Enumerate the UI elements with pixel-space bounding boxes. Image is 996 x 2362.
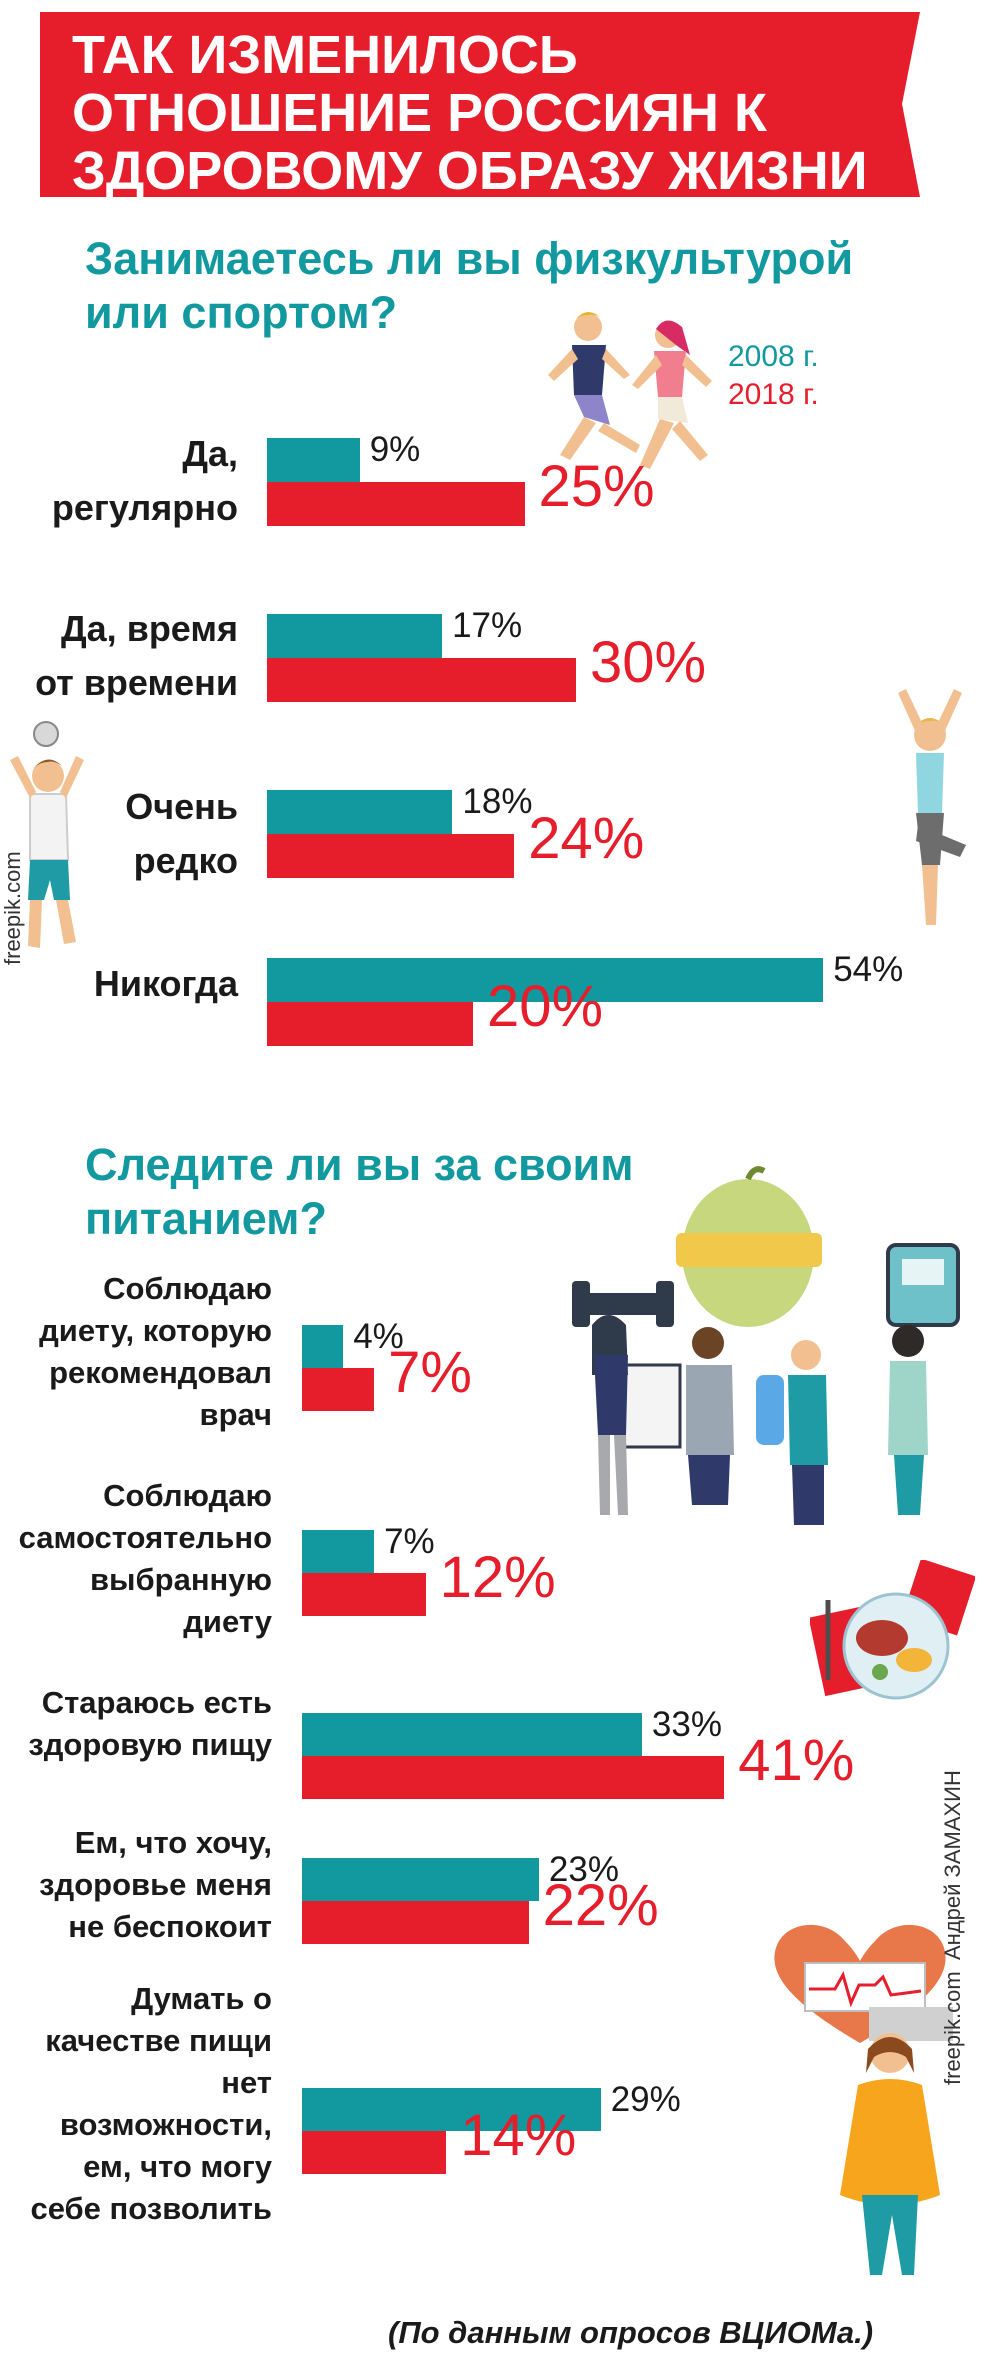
value-label-2018: 20% xyxy=(487,974,604,1039)
value-label-2018: 14% xyxy=(460,2103,577,2168)
category-label: Думать о качестве пищи нет возможности, … xyxy=(30,1981,272,2226)
value-label-2018: 24% xyxy=(528,806,645,871)
value-label-2018: 22% xyxy=(542,1873,659,1938)
value-label-2008: 4% xyxy=(353,1317,404,1356)
bar-2008 xyxy=(302,1530,375,1573)
value-label-2018: 30% xyxy=(590,630,707,695)
category-label: Да, время от времени xyxy=(35,608,238,703)
bar-2008 xyxy=(302,1858,539,1901)
value-label-2008: 9% xyxy=(369,430,421,469)
value-label-2008: 23% xyxy=(548,1850,619,1889)
author-credit: Андрей ЗАМАХИН xyxy=(940,1770,965,1960)
bar-2008 xyxy=(302,2088,601,2131)
people-group-illustration xyxy=(572,1166,960,1525)
bar-2018 xyxy=(302,1756,725,1799)
value-label-2018: 7% xyxy=(388,1340,472,1405)
category-label: Соблюдаю диету, которую рекомендовал вра… xyxy=(39,1271,272,1432)
value-label-2008: 18% xyxy=(462,782,533,821)
bar-2008 xyxy=(302,1325,344,1368)
bar-2008 xyxy=(267,790,453,834)
runners-illustration xyxy=(548,312,712,469)
value-label-2008: 7% xyxy=(384,1522,435,1561)
legend-2008: 2008 г. xyxy=(728,340,819,373)
category-label: Да, регулярно xyxy=(51,433,238,528)
category-label: Соблюдаю самостоятельно выбранную диету xyxy=(18,1478,272,1639)
value-label-2008: 17% xyxy=(452,606,523,645)
legend-2018: 2018 г. xyxy=(728,378,819,411)
question-nutrition: Следите ли вы за своим питанием? xyxy=(85,1139,634,1244)
banner-shape xyxy=(40,12,920,197)
category-label: Никогда xyxy=(93,963,238,1004)
source-note: (По данным опросов ВЦИОМа.) xyxy=(388,2315,874,2350)
freepik-credit-left: freepik.com xyxy=(0,851,25,965)
bar-2008 xyxy=(302,1713,642,1756)
bar-2018 xyxy=(267,1002,473,1046)
question-sport: Занимаетесь ли вы физкультурой или спорт… xyxy=(85,233,854,338)
bar-2008 xyxy=(267,438,360,482)
yoga-person-illustration xyxy=(898,689,966,925)
value-label-2008: 54% xyxy=(833,950,904,989)
food-plate-illustration xyxy=(810,1560,975,1700)
bar-2008 xyxy=(267,614,443,658)
value-label-2008: 29% xyxy=(610,2080,681,2119)
value-label-2018: 41% xyxy=(738,1728,855,1793)
category-label: Ем, что хочу, здоровье меня не беспокоит xyxy=(39,1825,272,1944)
bar-2018 xyxy=(302,1368,375,1411)
category-label: Очень редко xyxy=(125,786,238,881)
value-label-2008: 33% xyxy=(651,1705,722,1744)
bar-2018 xyxy=(302,1573,426,1616)
value-label-2018: 12% xyxy=(439,1545,556,1610)
bar-2018 xyxy=(267,658,576,702)
heart-illustration xyxy=(774,1924,953,2043)
category-label: Стараюсь есть здоровую пищу xyxy=(28,1685,272,1762)
volleyball-person-illustration xyxy=(10,721,84,948)
title-banner: ТАК ИЗМЕНИЛОСЬ ОТНОШЕНИЕ РОССИЯН К ЗДОРО… xyxy=(40,12,920,201)
freepik-credit-right: freepik.com xyxy=(940,1971,965,2085)
bar-2018 xyxy=(267,834,515,878)
bar-2018 xyxy=(267,482,525,526)
page-title: ТАК ИЗМЕНИЛОСЬ ОТНОШЕНИЕ РОССИЯН К ЗДОРО… xyxy=(72,25,868,201)
bar-2018 xyxy=(302,1901,529,1944)
value-label-2018: 25% xyxy=(538,454,655,519)
bar-2008 xyxy=(267,958,824,1002)
bar-2018 xyxy=(302,2131,447,2174)
woman-illustration xyxy=(840,2033,940,2275)
